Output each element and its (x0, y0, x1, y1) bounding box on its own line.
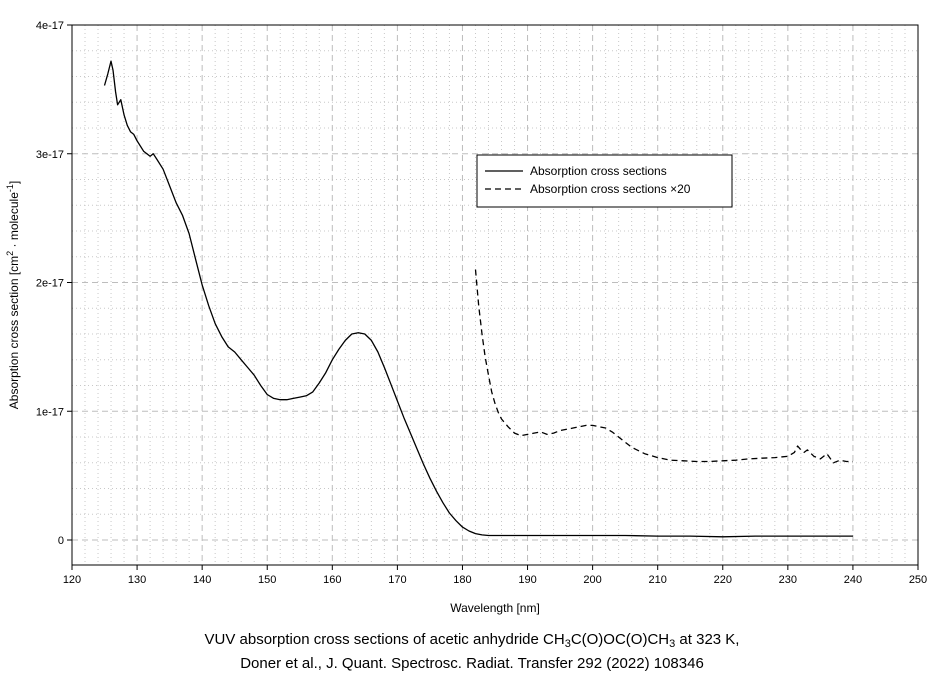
x-tick-label: 130 (128, 574, 146, 586)
x-tick-label: 230 (779, 574, 797, 586)
y-axis-label-sup1: 2 (5, 251, 15, 256)
x-tick-label: 120 (63, 574, 81, 586)
x-tick-label: 250 (909, 574, 927, 586)
y-axis-label: Absorption cross section [cm2 · molecule… (5, 181, 21, 409)
y-axis: 0 1e-17 2e-17 3e-17 4e-17 (36, 20, 72, 547)
x-tick-label: 150 (258, 574, 276, 586)
caption-text: C(O)OC(O)CH (570, 631, 670, 648)
x-tick-label: 160 (323, 574, 341, 586)
caption-text: VUV absorption cross sections of acetic … (204, 631, 565, 648)
x-tick-label: 200 (583, 574, 601, 586)
legend-box (476, 154, 733, 208)
caption-subscript: 3 (564, 638, 571, 650)
series-line-1 (103, 60, 853, 538)
plot-frame (71, 24, 919, 566)
caption-text: at 323 K, (675, 631, 740, 648)
y-axis-label-base: Absorption cross section [cm (7, 256, 21, 409)
x-tick-label: 240 (844, 574, 862, 586)
series-line-2 (474, 269, 853, 464)
y-tick-label: 3e-17 (36, 149, 64, 161)
x-axis: 120 130 140 150 160 170 180 190 200 210 220 230 240 2… (63, 565, 927, 586)
caption-line-2: Doner et al., J. Quant. Spectrosc. Radia… (240, 655, 704, 672)
y-tick-label: 2e-17 (36, 278, 64, 290)
x-tick-label: 220 (714, 574, 732, 586)
caption-line-1: VUV absorption cross sections of acetic … (0, 631, 944, 650)
y-tick-label: 0 (58, 535, 64, 547)
x-tick-label: 210 (649, 574, 667, 586)
caption-subscript: 3 (669, 638, 676, 650)
y-tick-label: 4e-17 (36, 20, 64, 32)
x-tick-label: 190 (518, 574, 536, 586)
x-axis-label: Wavelength [nm] (450, 601, 540, 615)
legend-label-2: Absorption cross sections ×20 (530, 182, 691, 196)
x-tick-label: 140 (193, 574, 211, 586)
legend-label-1: Absorption cross sections (530, 164, 667, 178)
series-layer (103, 60, 853, 538)
x-tick-label: 180 (453, 574, 471, 586)
y-tick-label: 1e-17 (36, 406, 64, 418)
legend: Absorption cross sections Absorption cro… (476, 154, 733, 208)
y-axis-label-end: ] (7, 181, 21, 184)
y-axis-label-mid: · molecule (7, 192, 21, 251)
chart: 120 130 140 150 160 170 180 190 200 210 220 230 240 2… (5, 20, 927, 615)
grid (71, 24, 919, 565)
y-axis-label-sup2: -1 (5, 184, 15, 192)
x-tick-label: 170 (388, 574, 406, 586)
